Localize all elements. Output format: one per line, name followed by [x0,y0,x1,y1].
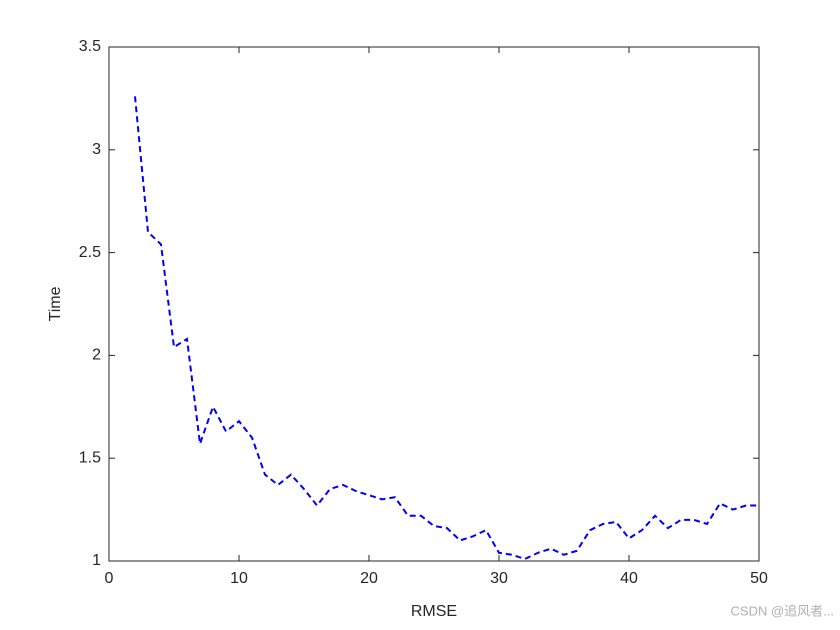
x-tick-label: 40 [620,570,638,587]
x-tick-label: 10 [230,570,248,587]
watermark: CSDN @追风者... [731,603,834,618]
x-tick-label: 50 [750,570,768,587]
y-tick-label: 3 [92,141,101,158]
y-tick-label: 1.5 [79,449,101,466]
y-tick-label: 1 [92,552,101,569]
x-tick-label: 30 [490,570,508,587]
x-axis-label: RMSE [411,603,457,620]
x-tick-label: 20 [360,570,378,587]
data-line [134,96,759,561]
y-tick-label: 3.5 [79,38,101,55]
y-axis-label: Time [47,286,64,321]
y-tick-label: 2.5 [79,244,101,261]
plot-area [108,46,760,562]
x-tick-label: 0 [105,570,114,587]
y-tick-label: 2 [92,347,101,364]
